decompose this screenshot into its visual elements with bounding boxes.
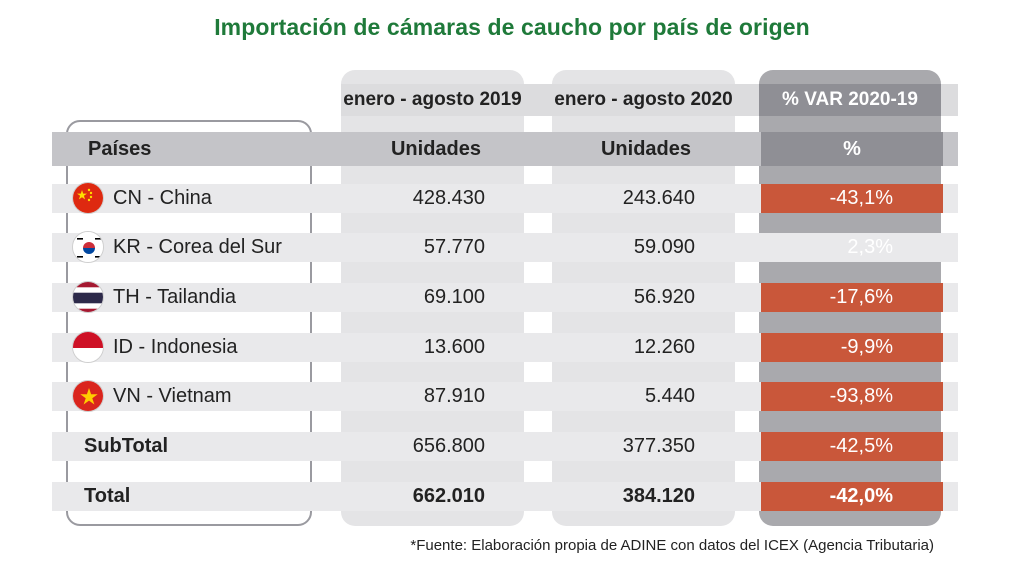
variation-value: -43,1% [761,184,943,213]
period-var-header: % VAR 2020-19 [759,84,941,116]
value-2019: 428.430 [412,187,485,209]
country-label: CN - China [113,187,212,209]
subtotal-label: SubTotal [84,435,169,457]
china-flag-icon [72,182,104,214]
units-2020-header: Unidades [600,138,692,160]
total-2019: 662.010 [412,485,485,507]
table-row: CN - China 428.430 243.640 -43,1% [52,182,958,214]
variation-value: -17,6% [761,283,943,312]
subtotal-variation: -42,5% [761,432,943,461]
chart-title: Importación de cámaras de caucho por paí… [214,14,810,40]
variation-value: -93,8% [761,382,943,411]
indonesia-flag-icon [72,331,104,363]
source-footnote: *Fuente: Elaboración propia de ADINE con… [410,537,934,554]
variation-value: -9,9% [761,333,943,362]
value-2020: 5.440 [644,385,695,407]
table-header-row: Países Unidades Unidades % [52,132,958,166]
period-2020-header: enero - agosto 2020 [554,89,733,110]
table-row: ID - Indonesia 13.600 12.260 -9,9% [52,331,958,363]
value-2020: 56.920 [633,286,695,308]
countries-column-header: Países [88,138,152,160]
variation-value: 2,3% [847,236,893,258]
table-row: TH - Tailandia 69.100 56.920 -17,6% [52,281,958,313]
south-korea-flag-icon [72,231,104,263]
total-label: Total [84,485,131,507]
thailand-flag-icon [72,281,104,313]
country-label: KR - Corea del Sur [113,236,282,258]
country-label: ID - Indonesia [113,336,238,358]
value-2020: 12.260 [633,336,695,358]
value-2019: 13.600 [423,336,485,358]
value-2020: 59.090 [633,236,695,258]
country-label: VN - Vietnam [113,385,232,407]
subtotal-row: SubTotal 656.800 377.350 -42,5% [52,432,958,461]
total-2020: 384.120 [622,485,695,507]
subtotal-2019: 656.800 [412,435,485,457]
countries-frame [66,120,312,526]
value-2020: 243.640 [622,187,695,209]
value-2019: 69.100 [423,286,485,308]
value-2019: 57.770 [423,236,485,258]
table-row: KR - Corea del Sur 57.770 59.090 2,3% [52,231,958,263]
period-2019-header: enero - agosto 2019 [343,89,522,110]
subtotal-2020: 377.350 [622,435,695,457]
table-row: VN - Vietnam 87.910 5.440 -93,8% [52,380,958,412]
country-label: TH - Tailandia [113,286,237,308]
value-2019: 87.910 [423,385,485,407]
pct-header: % [761,132,943,166]
total-row: Total 662.010 384.120 -42,0% [52,482,958,511]
total-variation: -42,0% [761,482,943,511]
vietnam-flag-icon [72,380,104,412]
units-2019-header: Unidades [390,138,482,160]
